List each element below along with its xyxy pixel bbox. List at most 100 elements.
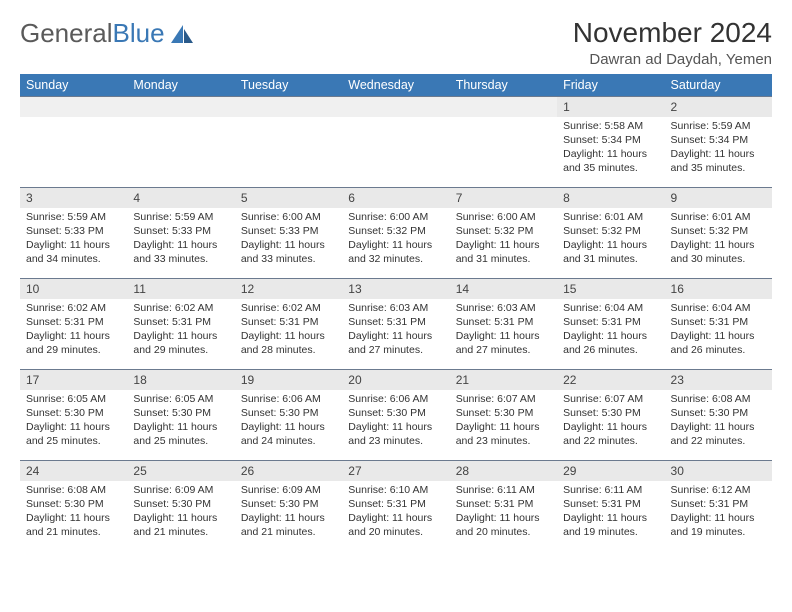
date-cell: 24 [20,460,127,481]
day-number: 25 [133,464,146,478]
calendar-page: GeneralBlue November 2024 Dawran ad Dayd… [0,0,792,569]
sunrise-text: Sunrise: 6:08 AM [26,483,121,497]
date-cell: 3 [20,187,127,208]
daylight-text: Daylight: 11 hours and 23 minutes. [456,420,551,448]
weekday-header: Sunday [20,74,127,97]
day-number: 14 [456,282,469,296]
weekday-header: Wednesday [342,74,449,97]
day-content-cell: Sunrise: 6:09 AMSunset: 5:30 PMDaylight:… [127,481,234,551]
day-content-cell: Sunrise: 6:07 AMSunset: 5:30 PMDaylight:… [450,390,557,461]
sunrise-text: Sunrise: 6:02 AM [241,301,336,315]
daylight-text: Daylight: 11 hours and 31 minutes. [456,238,551,266]
content-row: Sunrise: 6:08 AMSunset: 5:30 PMDaylight:… [20,481,772,551]
date-cell: 10 [20,278,127,299]
day-number: 1 [563,100,570,114]
day-content-cell: Sunrise: 6:07 AMSunset: 5:30 PMDaylight:… [557,390,664,461]
day-content-cell: Sunrise: 6:04 AMSunset: 5:31 PMDaylight:… [557,299,664,370]
day-content-cell: Sunrise: 6:00 AMSunset: 5:33 PMDaylight:… [235,208,342,279]
day-content-cell: Sunrise: 6:03 AMSunset: 5:31 PMDaylight:… [450,299,557,370]
date-cell: 30 [665,460,772,481]
day-number: 28 [456,464,469,478]
content-row: Sunrise: 6:02 AMSunset: 5:31 PMDaylight:… [20,299,772,370]
calendar-body: 12Sunrise: 5:58 AMSunset: 5:34 PMDayligh… [20,96,772,551]
daylight-text: Daylight: 11 hours and 27 minutes. [348,329,443,357]
day-number: 23 [671,373,684,387]
sunrise-text: Sunrise: 6:07 AM [456,392,551,406]
sunrise-text: Sunrise: 6:04 AM [671,301,766,315]
day-number: 9 [671,191,678,205]
date-cell: 2 [665,96,772,117]
day-number: 15 [563,282,576,296]
day-content-cell: Sunrise: 6:08 AMSunset: 5:30 PMDaylight:… [20,481,127,551]
day-content-cell [127,117,234,188]
sunrise-text: Sunrise: 6:09 AM [241,483,336,497]
sunset-text: Sunset: 5:32 PM [348,224,443,238]
day-content-cell: Sunrise: 6:11 AMSunset: 5:31 PMDaylight:… [557,481,664,551]
day-content-cell: Sunrise: 5:59 AMSunset: 5:33 PMDaylight:… [20,208,127,279]
sunset-text: Sunset: 5:30 PM [348,406,443,420]
date-cell: 16 [665,278,772,299]
day-content-cell: Sunrise: 5:59 AMSunset: 5:34 PMDaylight:… [665,117,772,188]
sunset-text: Sunset: 5:30 PM [241,406,336,420]
sunset-text: Sunset: 5:31 PM [348,497,443,511]
sunset-text: Sunset: 5:33 PM [133,224,228,238]
date-cell: 13 [342,278,449,299]
sunset-text: Sunset: 5:30 PM [133,497,228,511]
day-number: 5 [241,191,248,205]
day-content-cell [235,117,342,188]
day-content-cell: Sunrise: 6:04 AMSunset: 5:31 PMDaylight:… [665,299,772,370]
day-number: 20 [348,373,361,387]
day-content-cell: Sunrise: 6:11 AMSunset: 5:31 PMDaylight:… [450,481,557,551]
day-content-cell: Sunrise: 5:59 AMSunset: 5:33 PMDaylight:… [127,208,234,279]
sail-icon [169,23,195,45]
date-cell: 15 [557,278,664,299]
daylight-text: Daylight: 11 hours and 29 minutes. [26,329,121,357]
daylight-text: Daylight: 11 hours and 31 minutes. [563,238,658,266]
day-number: 7 [456,191,463,205]
sunset-text: Sunset: 5:31 PM [133,315,228,329]
sunrise-text: Sunrise: 6:02 AM [133,301,228,315]
sunset-text: Sunset: 5:30 PM [26,497,121,511]
date-cell [127,96,234,117]
day-number: 17 [26,373,39,387]
daylight-text: Daylight: 11 hours and 22 minutes. [671,420,766,448]
day-number: 10 [26,282,39,296]
day-content-cell: Sunrise: 6:02 AMSunset: 5:31 PMDaylight:… [127,299,234,370]
sunset-text: Sunset: 5:30 PM [456,406,551,420]
daylight-text: Daylight: 11 hours and 20 minutes. [348,511,443,539]
weekday-header: Tuesday [235,74,342,97]
sunset-text: Sunset: 5:30 PM [133,406,228,420]
daylight-text: Daylight: 11 hours and 19 minutes. [671,511,766,539]
brand-logo: GeneralBlue [20,18,195,49]
day-number: 11 [133,282,145,296]
dates-row: 17181920212223 [20,369,772,390]
sunset-text: Sunset: 5:32 PM [456,224,551,238]
day-content-cell: Sunrise: 6:01 AMSunset: 5:32 PMDaylight:… [665,208,772,279]
sunrise-text: Sunrise: 5:59 AM [26,210,121,224]
day-content-cell: Sunrise: 6:00 AMSunset: 5:32 PMDaylight:… [342,208,449,279]
day-number: 4 [133,191,140,205]
daylight-text: Daylight: 11 hours and 33 minutes. [241,238,336,266]
day-content-cell [450,117,557,188]
day-number: 12 [241,282,254,296]
sunrise-text: Sunrise: 6:07 AM [563,392,658,406]
calendar-table: Sunday Monday Tuesday Wednesday Thursday… [20,74,772,551]
date-cell: 8 [557,187,664,208]
day-content-cell: Sunrise: 6:02 AMSunset: 5:31 PMDaylight:… [235,299,342,370]
sunrise-text: Sunrise: 5:59 AM [133,210,228,224]
weekday-header-row: Sunday Monday Tuesday Wednesday Thursday… [20,74,772,97]
day-content-cell: Sunrise: 6:01 AMSunset: 5:32 PMDaylight:… [557,208,664,279]
daylight-text: Daylight: 11 hours and 25 minutes. [133,420,228,448]
day-content-cell [20,117,127,188]
title-block: November 2024 Dawran ad Daydah, Yemen [573,18,772,68]
day-content-cell: Sunrise: 6:05 AMSunset: 5:30 PMDaylight:… [127,390,234,461]
sunrise-text: Sunrise: 6:00 AM [456,210,551,224]
sunset-text: Sunset: 5:33 PM [26,224,121,238]
day-content-cell: Sunrise: 6:06 AMSunset: 5:30 PMDaylight:… [235,390,342,461]
daylight-text: Daylight: 11 hours and 20 minutes. [456,511,551,539]
date-cell: 5 [235,187,342,208]
day-number: 19 [241,373,254,387]
date-cell: 20 [342,369,449,390]
dates-row: 12 [20,96,772,117]
sunset-text: Sunset: 5:31 PM [671,497,766,511]
